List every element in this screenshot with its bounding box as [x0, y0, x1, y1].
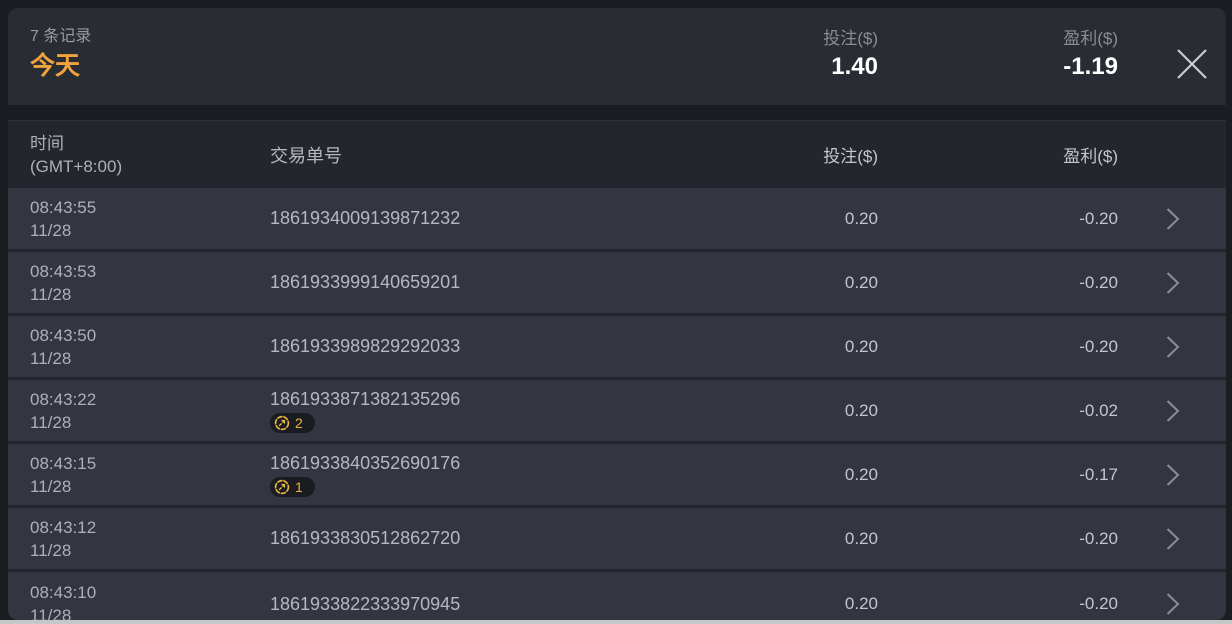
column-header-time: 时间 (GMT+8:00) — [30, 132, 270, 178]
chevron-right-icon — [1163, 525, 1182, 553]
round-count-icon — [274, 415, 290, 431]
row-bet-value: 0.20 — [844, 464, 878, 484]
row-date-value: 11/28 — [30, 476, 72, 496]
records-panel: 7 条记录 今天 投注($) 1.40 盈利($) -1.19 时间 (GMT+… — [8, 8, 1226, 620]
row-order: 1861933822333970945 — [270, 594, 638, 615]
round-count-number: 2 — [295, 414, 303, 431]
row-detail-button[interactable] — [1118, 205, 1226, 233]
row-order: 1861933999140659201 — [270, 272, 638, 293]
close-icon — [1171, 43, 1213, 85]
row-order-number: 1861933840352690176 — [270, 452, 461, 473]
table-row[interactable]: 08:43:15 11/28 1861933840352690176 1 0.2… — [8, 444, 1226, 508]
row-order-number: 1861934009139871232 — [270, 208, 461, 228]
row-time: 08:43:15 11/28 — [30, 452, 270, 498]
row-profit-value: -0.20 — [1079, 208, 1118, 228]
total-profit-value: -1.19 — [1063, 53, 1118, 80]
row-time-value: 08:43:15 — [30, 453, 97, 473]
row-date-value: 11/28 — [30, 540, 72, 560]
row-profit-value: -0.02 — [1079, 400, 1118, 420]
round-count-badge: 1 — [270, 476, 315, 497]
row-date-value: 11/28 — [30, 220, 72, 240]
round-count-badge: 2 — [270, 412, 315, 433]
row-order-number: 1861933830512862720 — [270, 528, 461, 548]
row-time-value: 08:43:50 — [30, 325, 97, 345]
row-time: 08:43:22 11/28 — [30, 388, 270, 434]
row-order-number: 1861933871382135296 — [270, 388, 461, 409]
row-time: 08:43:10 11/28 — [30, 581, 270, 620]
row-time-value: 08:43:10 — [30, 583, 97, 602]
table-body: 08:43:55 11/28 1861934009139871232 0.20 … — [8, 188, 1226, 620]
row-order-number: 1861933822333970945 — [270, 593, 461, 614]
row-time-value: 08:43:53 — [30, 261, 97, 281]
table-row[interactable]: 08:43:10 11/28 1861933822333970945 0.20 … — [8, 572, 1226, 620]
row-date-value: 11/28 — [30, 412, 72, 432]
summary-header: 7 条记录 今天 投注($) 1.40 盈利($) -1.19 — [8, 8, 1226, 105]
column-header-bet: 投注($) — [823, 147, 878, 166]
chevron-right-icon — [1163, 269, 1182, 297]
row-time-value: 08:43:22 — [30, 389, 97, 409]
row-order: 1861933840352690176 1 — [270, 453, 638, 497]
row-time: 08:43:50 11/28 — [30, 324, 270, 370]
row-time-value: 08:43:12 — [30, 517, 97, 537]
row-bet-value: 0.20 — [844, 208, 878, 228]
row-order: 1861934009139871232 — [270, 208, 638, 229]
chevron-right-icon — [1163, 333, 1182, 361]
total-profit-stat: 盈利($) -1.19 — [1063, 28, 1118, 82]
row-time: 08:43:12 11/28 — [30, 516, 270, 562]
total-profit-label: 盈利($) — [1063, 29, 1118, 48]
row-order-number: 1861933999140659201 — [270, 272, 461, 292]
chevron-right-icon — [1163, 205, 1182, 233]
row-date-value: 11/28 — [30, 606, 72, 620]
table-row[interactable]: 08:43:12 11/28 1861933830512862720 0.20 … — [8, 508, 1226, 572]
table-header: 时间 (GMT+8:00) 交易单号 投注($) 盈利($) — [8, 120, 1226, 188]
row-profit-value: -0.20 — [1079, 272, 1118, 292]
row-date-value: 11/28 — [30, 284, 72, 304]
period-label: 今天 — [30, 52, 81, 80]
row-order: 1861933830512862720 — [270, 528, 638, 549]
chevron-right-icon — [1163, 461, 1182, 489]
row-order-number: 1861933989829292033 — [270, 336, 461, 356]
column-header-profit: 盈利($) — [1063, 147, 1118, 166]
table-row[interactable]: 08:43:50 11/28 1861933989829292033 0.20 … — [8, 316, 1226, 380]
total-bet-value: 1.40 — [831, 53, 878, 80]
row-time: 08:43:53 11/28 — [30, 260, 270, 306]
row-order: 1861933871382135296 2 — [270, 389, 638, 433]
table-row[interactable]: 08:43:53 11/28 1861933999140659201 0.20 … — [8, 252, 1226, 316]
record-count: 7 条记录 — [30, 28, 92, 45]
row-time-value: 08:43:55 — [30, 197, 97, 217]
row-bet-value: 0.20 — [844, 528, 878, 548]
row-profit-value: -0.17 — [1079, 464, 1118, 484]
row-bet-value: 0.20 — [844, 594, 878, 613]
row-profit-value: -0.20 — [1079, 336, 1118, 356]
row-detail-button[interactable] — [1118, 397, 1226, 425]
chevron-right-icon — [1163, 397, 1182, 425]
row-order: 1861933989829292033 — [270, 336, 638, 357]
total-bet-stat: 投注($) 1.40 — [823, 28, 878, 82]
row-detail-button[interactable] — [1118, 269, 1226, 297]
table-row[interactable]: 08:43:55 11/28 1861934009139871232 0.20 … — [8, 188, 1226, 252]
chevron-right-icon — [1163, 590, 1182, 618]
round-count-number: 1 — [295, 478, 303, 495]
row-detail-button[interactable] — [1118, 590, 1226, 618]
column-header-timezone-label: (GMT+8:00) — [30, 156, 123, 176]
row-detail-button[interactable] — [1118, 525, 1226, 553]
column-header-time-label: 时间 — [30, 133, 64, 153]
table-row[interactable]: 08:43:22 11/28 1861933871382135296 2 0.2… — [8, 380, 1226, 444]
close-button[interactable] — [1166, 38, 1218, 90]
row-profit-value: -0.20 — [1079, 594, 1118, 613]
total-bet-label: 投注($) — [823, 29, 878, 48]
row-detail-button[interactable] — [1118, 333, 1226, 361]
bottom-strip — [0, 620, 1232, 624]
row-bet-value: 0.20 — [844, 336, 878, 356]
column-header-order: 交易单号 — [270, 145, 342, 166]
round-count-icon — [274, 479, 290, 495]
header-divider — [8, 105, 1226, 120]
row-bet-value: 0.20 — [844, 272, 878, 292]
row-detail-button[interactable] — [1118, 461, 1226, 489]
row-bet-value: 0.20 — [844, 400, 878, 420]
row-date-value: 11/28 — [30, 348, 72, 368]
row-profit-value: -0.20 — [1079, 528, 1118, 548]
row-time: 08:43:55 11/28 — [30, 196, 270, 242]
period-block: 7 条记录 今天 — [30, 26, 91, 82]
